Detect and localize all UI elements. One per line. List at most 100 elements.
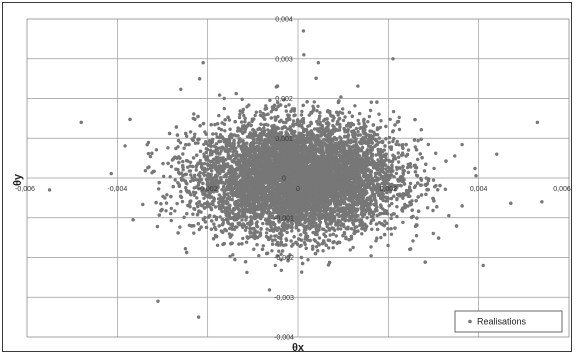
data-point bbox=[213, 122, 217, 127]
data-point bbox=[287, 103, 291, 107]
data-point bbox=[321, 249, 325, 253]
data-point bbox=[299, 238, 304, 242]
data-point bbox=[279, 118, 283, 123]
data-point bbox=[267, 288, 272, 292]
data-point bbox=[395, 214, 399, 219]
data-point bbox=[262, 126, 266, 130]
data-point bbox=[377, 126, 381, 130]
data-point bbox=[339, 95, 343, 99]
data-point bbox=[474, 174, 478, 178]
data-point bbox=[392, 194, 396, 198]
data-point bbox=[219, 128, 224, 132]
data-point bbox=[443, 187, 448, 191]
data-point bbox=[431, 178, 436, 182]
data-point bbox=[211, 202, 215, 207]
data-point bbox=[276, 114, 280, 119]
data-point bbox=[273, 238, 277, 242]
data-point bbox=[343, 115, 347, 119]
data-point bbox=[194, 178, 199, 182]
data-point bbox=[257, 254, 261, 258]
data-point bbox=[340, 111, 345, 115]
data-point bbox=[419, 137, 423, 141]
data-point bbox=[401, 220, 405, 225]
data-point bbox=[182, 146, 186, 150]
data-point bbox=[431, 231, 435, 236]
data-point bbox=[166, 146, 170, 150]
data-point bbox=[338, 125, 342, 129]
data-point bbox=[202, 162, 207, 166]
data-point bbox=[279, 268, 283, 272]
data-point bbox=[416, 139, 420, 143]
data-point bbox=[202, 196, 206, 200]
data-point bbox=[212, 222, 216, 226]
data-point bbox=[302, 240, 307, 245]
data-point bbox=[405, 165, 410, 170]
data-point bbox=[353, 104, 357, 108]
data-point bbox=[273, 263, 277, 268]
data-point bbox=[331, 232, 335, 236]
data-point bbox=[379, 235, 383, 240]
data-point bbox=[408, 181, 413, 186]
data-point bbox=[381, 207, 385, 211]
data-point bbox=[387, 135, 392, 140]
data-point bbox=[277, 249, 281, 253]
data-point bbox=[289, 239, 293, 243]
data-point bbox=[197, 187, 201, 191]
data-point bbox=[241, 236, 245, 241]
data-point bbox=[203, 215, 207, 220]
data-point bbox=[356, 84, 360, 88]
data-point bbox=[243, 228, 248, 232]
data-point bbox=[419, 128, 423, 132]
data-point bbox=[381, 198, 385, 203]
data-point bbox=[193, 141, 198, 145]
data-point bbox=[253, 113, 257, 118]
data-point bbox=[197, 227, 201, 232]
data-point bbox=[169, 206, 173, 211]
data-point bbox=[389, 227, 393, 231]
data-point bbox=[473, 166, 477, 171]
data-point bbox=[388, 117, 392, 122]
data-point bbox=[188, 130, 193, 134]
data-point bbox=[234, 91, 238, 96]
data-point bbox=[222, 96, 226, 101]
data-point bbox=[299, 113, 304, 117]
data-point bbox=[390, 201, 394, 206]
data-point bbox=[312, 100, 316, 104]
data-point bbox=[242, 113, 246, 118]
data-point bbox=[339, 223, 343, 228]
data-point bbox=[410, 199, 414, 203]
data-point bbox=[416, 157, 420, 162]
data-point bbox=[346, 128, 350, 132]
data-point bbox=[228, 127, 232, 131]
data-point bbox=[292, 113, 296, 118]
data-point bbox=[245, 270, 249, 275]
data-point bbox=[222, 106, 226, 111]
data-point bbox=[180, 199, 185, 204]
data-point bbox=[369, 221, 373, 225]
data-point bbox=[109, 171, 113, 176]
data-point bbox=[220, 217, 225, 222]
data-point bbox=[397, 143, 401, 147]
data-point bbox=[192, 231, 196, 235]
data-point bbox=[217, 113, 221, 118]
data-point bbox=[228, 254, 232, 259]
data-point bbox=[254, 110, 258, 114]
data-point bbox=[175, 201, 179, 206]
data-point bbox=[168, 175, 172, 179]
data-point bbox=[165, 193, 169, 197]
data-point bbox=[425, 206, 430, 210]
data-point bbox=[351, 221, 355, 225]
data-point bbox=[262, 123, 266, 127]
data-point bbox=[397, 127, 402, 132]
data-point bbox=[286, 255, 291, 260]
data-point bbox=[169, 218, 173, 223]
data-point bbox=[348, 248, 352, 252]
data-point bbox=[398, 166, 402, 170]
data-point bbox=[426, 142, 430, 147]
data-point bbox=[270, 249, 274, 253]
data-point bbox=[389, 216, 393, 221]
data-point bbox=[453, 154, 457, 158]
plot-border bbox=[26, 18, 570, 338]
data-point bbox=[355, 225, 359, 229]
